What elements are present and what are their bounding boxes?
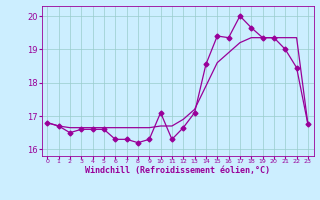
X-axis label: Windchill (Refroidissement éolien,°C): Windchill (Refroidissement éolien,°C) (85, 166, 270, 175)
